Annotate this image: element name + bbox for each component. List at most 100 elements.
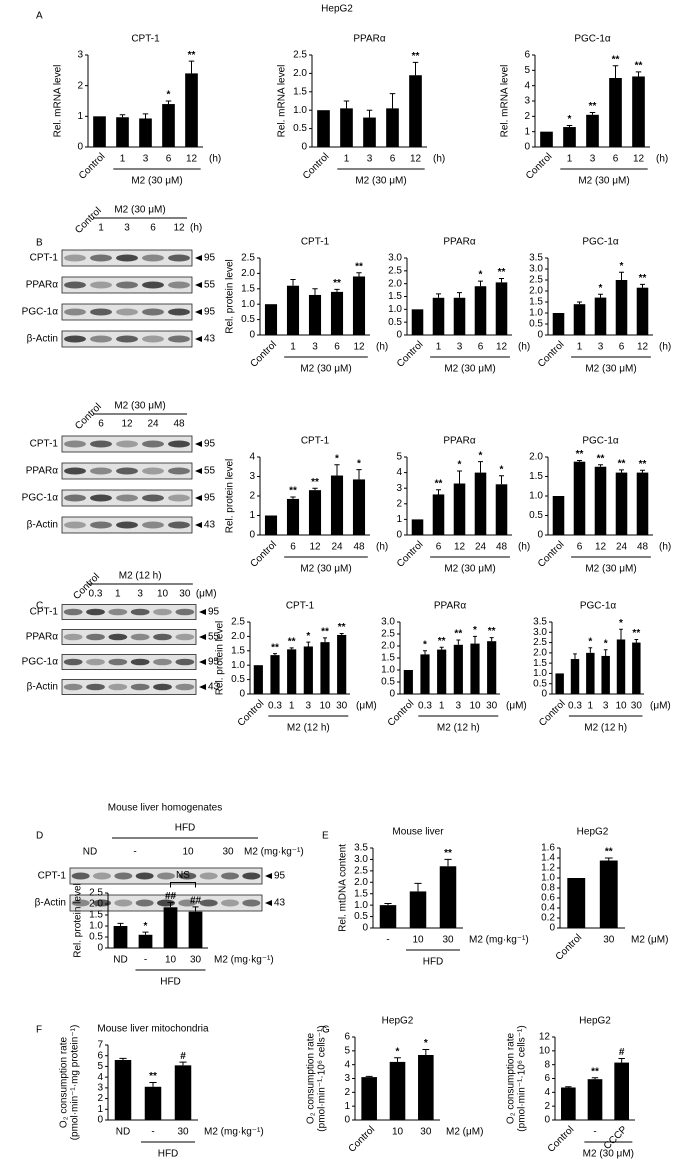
x-tick-label: 3 <box>143 154 149 165</box>
y-tick-label: 2.5 <box>354 865 368 876</box>
y-tick-label: 10 <box>539 1045 551 1056</box>
x-tick-label: 1 <box>344 154 350 165</box>
error-bar <box>339 633 344 635</box>
error-bar <box>343 100 350 109</box>
bar <box>139 118 152 147</box>
blot-strip <box>61 489 193 507</box>
blot-band <box>116 494 138 502</box>
unit-label: M2 (μM) <box>446 1127 483 1138</box>
blot-band <box>153 658 172 666</box>
y-tick-label: 2.5 <box>231 617 245 628</box>
error-bar <box>498 278 505 283</box>
significance-label: ** <box>639 459 647 470</box>
y-tick-label: 2.0 <box>533 647 547 658</box>
blot-lane-label: - <box>133 847 136 858</box>
blot-band <box>86 608 105 616</box>
blot-band <box>130 683 150 691</box>
x-tick-label: 3 <box>590 154 596 165</box>
bar <box>337 634 347 694</box>
significance-label: ** <box>632 628 640 639</box>
error-bar <box>639 283 646 288</box>
error-bar <box>422 1048 430 1055</box>
blot-band <box>142 467 164 475</box>
size-marker <box>195 282 202 288</box>
y-axis-label: Rel. protein level <box>225 259 236 333</box>
bar <box>386 108 399 147</box>
x-tick-label: Control <box>524 151 555 182</box>
x-tick-label: 12 <box>186 154 198 165</box>
unit-label: (μM) <box>356 701 377 712</box>
chart-title: Mouse liver <box>392 827 444 838</box>
y-tick-label: 0 <box>97 943 103 954</box>
y-tick-label: 0.5 <box>388 317 402 328</box>
chart-title: PGC-1α <box>580 601 617 612</box>
x-tick-label: Control <box>536 539 567 570</box>
blot-row-label: CPT-1 <box>30 439 59 450</box>
bar <box>411 519 424 535</box>
blot-band <box>153 608 172 616</box>
unit-label: (h) <box>659 342 671 353</box>
bar <box>163 907 178 948</box>
error-bar <box>165 100 172 105</box>
bar <box>570 659 580 694</box>
error-bar <box>456 639 461 645</box>
x-tick-label: Control <box>546 1124 577 1155</box>
blot-band <box>64 254 86 262</box>
x-tick-label: 10 <box>469 701 481 712</box>
blot-band <box>64 335 86 343</box>
chart-title: PGC-1α <box>582 237 619 248</box>
blot-row-label: PPARα <box>26 280 58 291</box>
bar <box>286 498 300 535</box>
size-marker <box>195 309 202 315</box>
x-tick-label: 6 <box>613 154 619 165</box>
size-label: 43 <box>204 334 216 345</box>
error-bar <box>456 470 463 484</box>
x-tick-label: Control <box>248 539 279 570</box>
y-tick-label: 1 <box>249 510 255 521</box>
error-bar <box>192 906 199 912</box>
y-tick-label: 2 <box>544 1101 550 1112</box>
bar <box>352 276 366 335</box>
x-tick-label: 30 <box>336 701 348 712</box>
x-tick-label: 1 <box>290 342 296 353</box>
blot-band <box>116 521 138 529</box>
y-tick-label: 2.5 <box>533 637 547 648</box>
y-tick-label: 3.0 <box>529 264 543 275</box>
chart-title: CPT-1 <box>301 237 330 248</box>
panel-letter: D <box>36 831 43 842</box>
group-label: M2 (30 μM) <box>131 176 182 187</box>
blot-band <box>90 494 112 502</box>
y-tick-label: 0.4 <box>541 903 555 914</box>
unit-label: M2 (mg·kg⁻¹) <box>469 935 529 946</box>
blot-band <box>168 308 190 316</box>
y-tick-label: 0 <box>344 1115 350 1126</box>
y-tick-label: 2.5 <box>89 888 103 899</box>
x-tick-label: 30 <box>603 935 615 946</box>
y-axis-label: O₂ consumption rate <box>306 1032 317 1124</box>
y-tick-label: 1.5 <box>89 910 103 921</box>
bar <box>594 466 607 535</box>
y-tick-label: 0.5 <box>354 911 368 922</box>
blot-lane-label: 10 <box>157 589 169 600</box>
blot-band <box>108 683 128 691</box>
blot-band <box>63 633 83 641</box>
y-tick-label: 3 <box>249 471 255 482</box>
x-tick-label: Control <box>537 698 568 729</box>
bar <box>317 110 330 147</box>
blot-band <box>142 281 164 289</box>
error-bar <box>334 464 340 476</box>
x-tick-label: Control <box>77 151 108 182</box>
blot-lane-label: 30 <box>222 847 234 858</box>
y-tick-label: 0 <box>524 142 530 153</box>
bar <box>495 282 508 335</box>
unit-label: (μM) <box>650 701 671 712</box>
y-tick-label: 1.0 <box>293 105 307 116</box>
blot-band <box>116 281 138 289</box>
significance-label: * <box>620 261 624 272</box>
x-tick-label: 12 <box>353 342 365 353</box>
unit-label: (h) <box>376 542 388 553</box>
x-tick-label: 30 <box>486 701 498 712</box>
y-tick-label: 0 <box>301 142 307 153</box>
significance-label: * <box>568 114 572 125</box>
blot-band <box>90 467 112 475</box>
